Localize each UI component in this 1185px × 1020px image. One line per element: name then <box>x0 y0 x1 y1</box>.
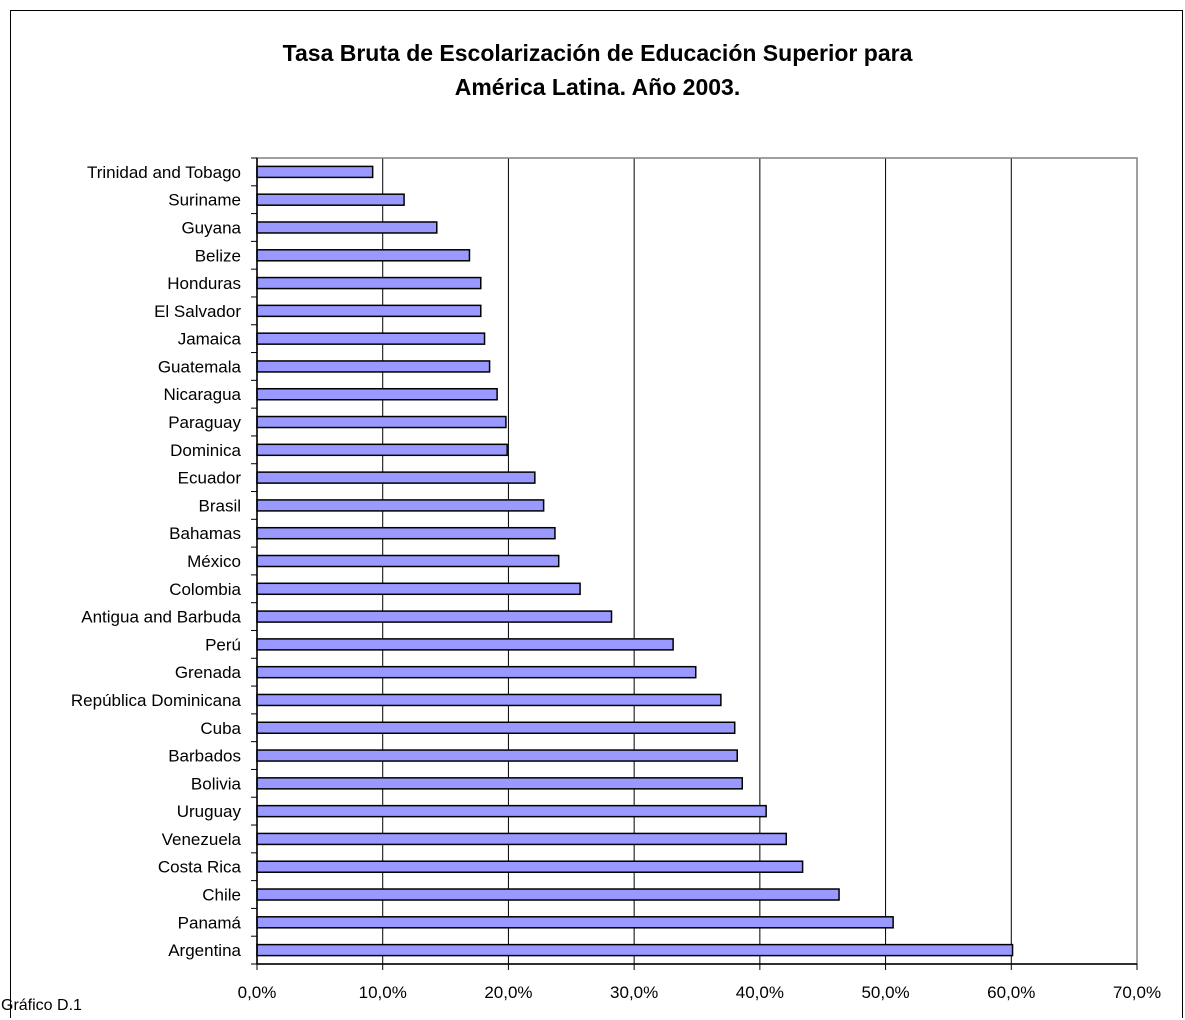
x-tick-label: 40,0% <box>736 983 784 1002</box>
category-label: Argentina <box>168 941 241 960</box>
figure-caption: Gráfico D.1 <box>1 997 82 1014</box>
bar <box>256 165 374 179</box>
bar <box>256 582 581 596</box>
category-label: Honduras <box>167 274 241 293</box>
chart-title-line-2: América Latina. Año 2003. <box>454 74 741 100</box>
category-label: El Salvador <box>154 302 241 321</box>
category-label: Uruguay <box>177 802 242 821</box>
category-label: Brasil <box>198 496 241 515</box>
bar <box>256 888 840 901</box>
x-tick-label: 50,0% <box>861 983 909 1002</box>
category-label: Paraguay <box>168 413 241 432</box>
chart-frame <box>10 10 1183 1018</box>
category-label: Perú <box>205 635 241 654</box>
category-label: Cuba <box>200 719 241 738</box>
bar <box>256 749 738 762</box>
bar <box>256 916 894 929</box>
bar <box>256 415 507 429</box>
axes <box>251 157 1138 970</box>
x-tick-label: 70,0% <box>1113 983 1161 1002</box>
category-label: Dominica <box>170 441 241 460</box>
category-label: Colombia <box>169 580 241 599</box>
bar <box>256 443 508 457</box>
category-label: Bolivia <box>191 774 242 793</box>
category-label: Costa Rica <box>158 858 242 877</box>
bar <box>256 665 697 679</box>
category-label: Chile <box>202 886 241 905</box>
category-label: Venezuela <box>162 830 242 849</box>
bar <box>256 249 471 262</box>
category-label: Guyana <box>181 218 241 237</box>
bar <box>256 832 788 846</box>
bar <box>256 193 405 206</box>
bar <box>256 860 804 873</box>
category-label: Antigua and Barbuda <box>81 608 241 627</box>
category-label: Nicaragua <box>164 385 242 404</box>
category-label: Ecuador <box>178 469 242 488</box>
bar <box>256 332 486 345</box>
bar <box>256 276 482 290</box>
bar <box>256 943 1014 957</box>
chart-title-line-1: Tasa Bruta de Escolarización de Educació… <box>282 40 913 66</box>
bars <box>256 165 1014 957</box>
chart-title: Tasa Bruta de Escolarización de Educació… <box>10 36 1185 104</box>
category-label: Suriname <box>168 191 241 210</box>
bar <box>256 499 545 512</box>
category-label: Jamaica <box>178 330 242 349</box>
category-label: Belize <box>195 246 241 265</box>
bar <box>256 638 674 651</box>
category-labels: Trinidad and Tobago Suriname Guyana Belize H… <box>71 163 242 960</box>
category-label: Trinidad and Tobago <box>87 163 241 182</box>
category-label: Barbados <box>168 747 241 766</box>
category-label: Grenada <box>175 663 242 682</box>
x-tick-label: 20,0% <box>484 983 532 1002</box>
bar <box>256 610 613 623</box>
category-label: Panamá <box>178 913 242 932</box>
bar <box>256 777 744 790</box>
bar <box>256 304 482 318</box>
x-tick-label: 0,0% <box>238 983 277 1002</box>
bar <box>256 526 556 540</box>
x-tick-label: 60,0% <box>987 983 1035 1002</box>
bar <box>256 360 491 373</box>
x-tick-label: 30,0% <box>610 983 658 1002</box>
bar <box>256 471 536 484</box>
category-label: República Dominicana <box>71 691 242 710</box>
bar <box>256 804 767 818</box>
bar <box>256 721 736 735</box>
category-label: Bahamas <box>169 524 241 543</box>
bar <box>256 693 722 707</box>
bar <box>256 221 438 234</box>
x-tick-labels: 0,0% 10,0% 20,0% 30,0% 40,0% 50,0% 60,0% 70,0% <box>238 983 1161 1002</box>
category-label: Guatemala <box>158 357 242 376</box>
bar <box>256 387 498 401</box>
bar <box>256 554 560 568</box>
category-label: México <box>187 552 241 571</box>
x-tick-label: 10,0% <box>359 983 407 1002</box>
